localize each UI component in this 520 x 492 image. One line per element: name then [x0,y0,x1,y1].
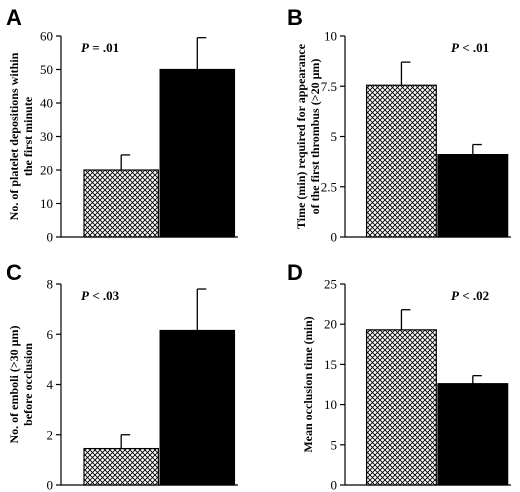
y-tick-label: 0 [331,478,338,492]
bar-hatched [83,447,159,486]
y-axis-label: No. of platelet depositions withinthe fi… [7,52,35,220]
y-tick-label: 6 [47,327,54,342]
y-tick-label: 20 [40,163,53,178]
panel-letter: B [287,5,303,30]
y-tick-label: 10 [324,29,337,44]
panel-b: B 0 2.5 5 7.5 10 P < .01 Time (min) required fo… [287,5,511,245]
p-value-label: P < .03 [81,288,120,303]
y-tick-label: 60 [40,29,53,44]
p-value-label: P < .01 [451,40,489,55]
panel-d: D 0 5 10 15 20 25 P < .02 Mean occlusion time (m… [287,260,511,492]
y-tick-label: 10 [40,196,53,211]
y-tick-label: 0 [47,230,54,245]
y-tick-label: 15 [324,357,337,372]
y-tick-label: 2 [47,427,54,442]
y-tick-label: 2.5 [321,179,337,194]
bar-hatched [83,169,159,238]
y-tick-label: 0 [331,230,338,245]
bar-black [159,68,236,238]
y-tick-label: 50 [40,62,53,77]
p-value-label: P < .02 [451,288,489,303]
panel-letter: D [287,260,303,285]
y-tick-label: 5 [331,129,338,144]
bar-black [437,153,509,238]
bar-black [437,383,509,486]
y-tick-label: 10 [324,397,337,412]
y-tick-label: 8 [47,277,54,292]
y-tick-label: 30 [40,129,53,144]
y-tick-label: 40 [40,96,53,111]
bar-hatched [365,84,437,238]
y-tick-label: 0 [47,478,54,492]
bar-black [159,329,236,486]
p-value-label: P = .01 [81,40,119,55]
y-tick-label: 4 [47,377,54,392]
y-tick-label: 5 [331,437,338,452]
panel-c: C 0 2 4 6 8 P < .03 No. of emboli (>30 μm)befor… [6,260,238,492]
y-axis-label: Mean occlusion time (min) [301,316,315,452]
y-tick-label: 25 [324,277,337,292]
bar-hatched [365,329,437,486]
y-axis-label: No. of emboli (>30 μm)before occlusion [7,326,35,444]
y-tick-label: 7.5 [321,79,337,94]
panel-letter: A [6,5,22,30]
panel-a: A 0 10 20 30 40 50 60 P = .01 No. of platelet dep… [6,5,238,245]
panel-letter: C [6,260,22,285]
y-tick-label: 20 [324,317,337,332]
y-axis-label: Time (min) required for appearanceof the… [294,43,322,229]
